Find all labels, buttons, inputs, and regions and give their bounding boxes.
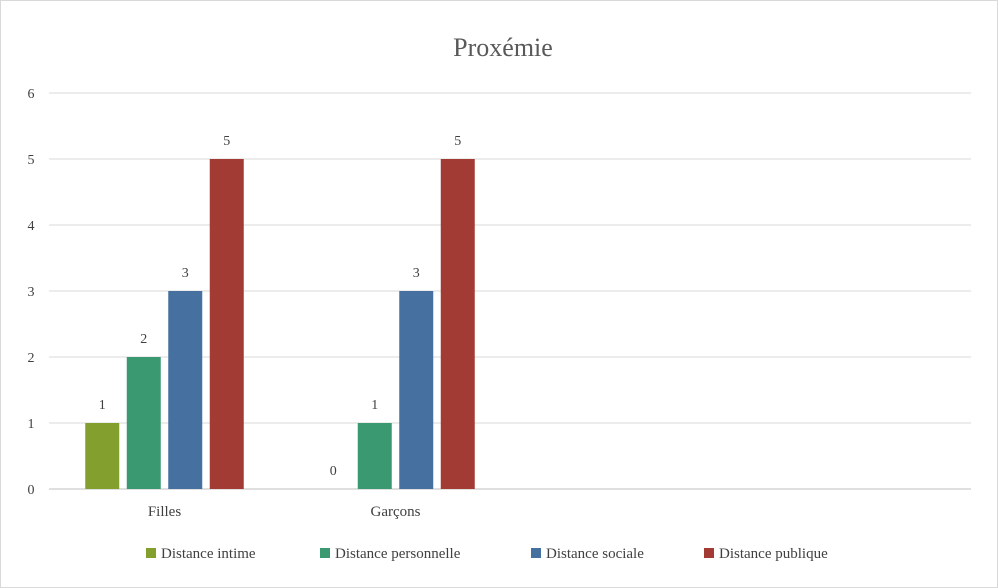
legend-swatch (704, 548, 714, 558)
bar (440, 159, 475, 489)
y-tick-label: 3 (28, 285, 35, 300)
legend-label: Distance personnelle (335, 546, 461, 562)
data-label: 5 (223, 134, 230, 149)
data-label: 3 (413, 266, 420, 281)
bar (209, 159, 244, 489)
category-label: Garçons (371, 504, 421, 520)
y-tick-label: 6 (28, 87, 35, 102)
data-label: 5 (454, 134, 461, 149)
legend-swatch (531, 548, 541, 558)
y-tick-label: 5 (28, 153, 35, 168)
y-tick-label: 1 (28, 417, 35, 432)
data-label: 1 (371, 398, 378, 413)
data-label: 2 (140, 332, 147, 347)
bar (126, 357, 161, 489)
legend-label: Distance intime (161, 546, 256, 562)
y-tick-label: 4 (28, 219, 35, 234)
legend-label: Distance sociale (546, 546, 644, 562)
bar (357, 423, 392, 489)
data-label: 3 (182, 266, 189, 281)
gridlines (49, 92, 971, 490)
bar (399, 291, 434, 489)
bars (85, 159, 475, 489)
y-tick-label: 2 (28, 351, 35, 366)
legend: Distance intime Distance personnelle Dista… (146, 546, 828, 562)
y-tick-label: 0 (28, 483, 35, 498)
legend-swatch (146, 548, 156, 558)
chart-title: Proxémie (453, 33, 553, 62)
legend-label: Distance publique (719, 546, 828, 562)
data-label: 1 (99, 398, 106, 413)
bar (85, 423, 120, 489)
data-label: 0 (330, 464, 337, 479)
category-label: Filles (148, 504, 182, 520)
data-labels: 1 2 3 5 0 1 3 5 (99, 134, 462, 479)
bar (168, 291, 203, 489)
y-axis-ticks: 0 1 2 3 4 5 6 (28, 87, 35, 498)
x-axis-categories: Filles Garçons (148, 504, 421, 520)
legend-swatch (320, 548, 330, 558)
